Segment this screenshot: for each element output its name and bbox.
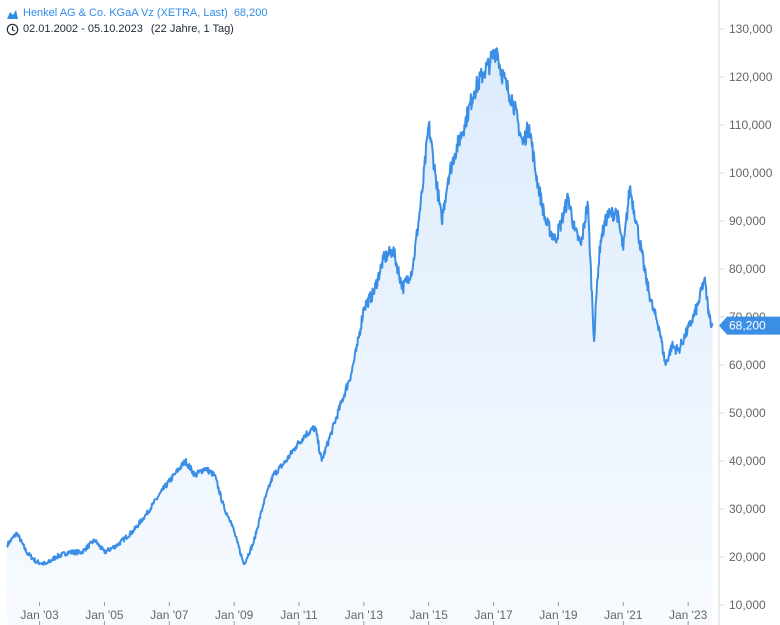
y-tick-label: 80,000 [729,262,766,276]
series-name: Henkel AG & Co. KGaA Vz (XETRA, Last) [23,7,228,19]
y-tick-label: 110,000 [729,118,772,132]
area-chart-icon [7,9,18,19]
y-tick-label: 90,000 [729,214,766,228]
x-tick-label: Jan '15 [410,608,449,622]
y-tick-label: 30,000 [729,502,766,516]
legend-series-row[interactable]: Henkel AG & Co. KGaA Vz (XETRA, Last) 68… [6,5,267,21]
x-tick-label: Jan '03 [20,608,59,622]
y-tick-label: 50,000 [729,406,766,420]
x-tick-label: Jan '09 [215,608,254,622]
date-range: 02.01.2002 - 05.10.2023 [23,23,143,35]
x-tick-label: Jan '17 [474,608,513,622]
line-layer [6,47,714,566]
x-tick-label: Jan '13 [345,608,384,622]
series-line [6,47,714,566]
date-range-duration: (22 Jahre, 1 Tag) [150,23,234,35]
y-tick-label: 130,000 [729,22,773,36]
clock-icon [6,23,19,35]
legend-range-row: 02.01.2002 - 05.10.2023 (22 Jahre, 1 Tag… [6,21,267,37]
x-tick-label: Jan '19 [539,608,578,622]
y-tick-label: 10,000 [729,598,766,612]
x-tick-label: Jan '07 [150,608,189,622]
x-tick-label: Jan '05 [85,608,124,622]
x-tick-label: Jan '23 [669,608,708,622]
y-tick-label: 60,000 [729,358,766,372]
y-tick-label: 120,000 [729,70,773,84]
last-value-label: 68,200 [729,319,766,333]
badge-layer: 68,200 [719,316,780,335]
y-tick-label: 100,000 [729,166,773,180]
y-tick-label: 40,000 [729,454,766,468]
series-last-value: 68,200 [233,7,268,19]
chart-legend: Henkel AG & Co. KGaA Vz (XETRA, Last) 68… [6,5,267,37]
x-tick-label: Jan '21 [604,608,643,622]
x-tick-label: Jan '11 [280,608,318,622]
y-tick-label: 20,000 [729,550,766,564]
last-value-badge [719,316,780,335]
axis-layer: 10,00020,00030,00040,00050,00060,00070,0… [20,0,773,625]
